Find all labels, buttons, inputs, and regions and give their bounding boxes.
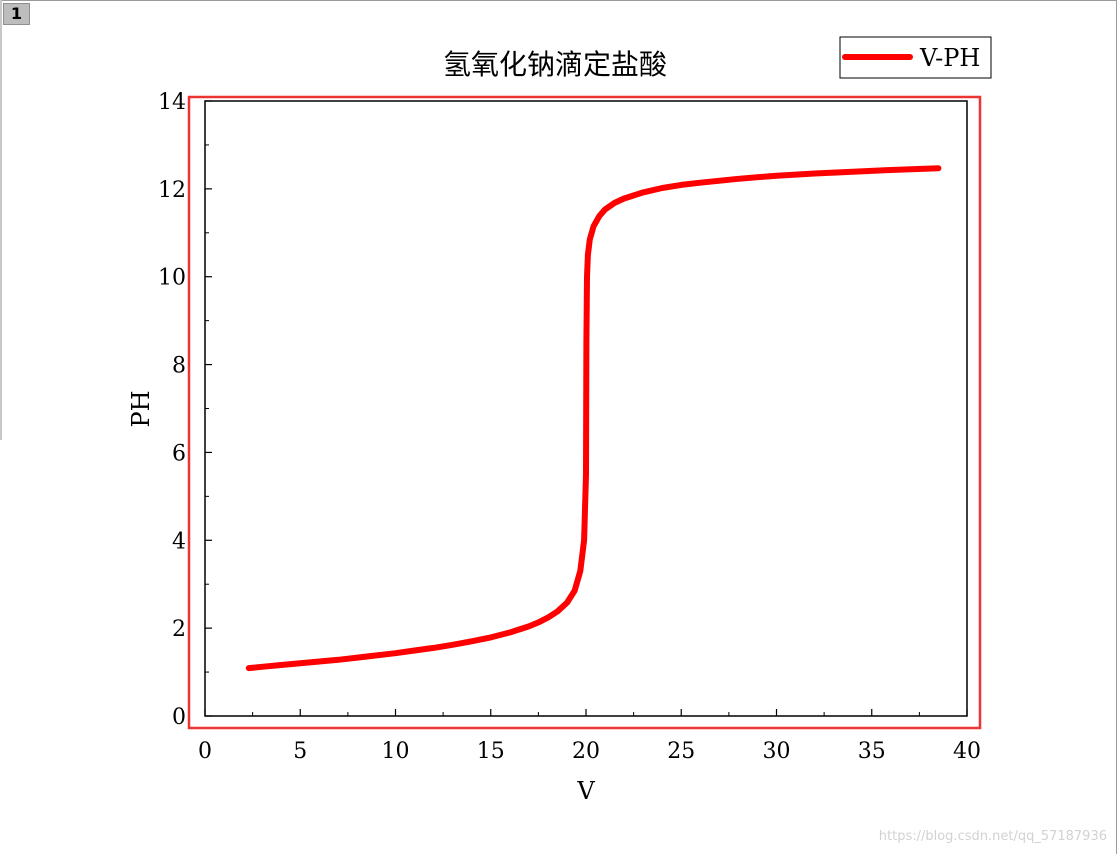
x-tick-label: 35 bbox=[858, 739, 886, 764]
window-left-border bbox=[0, 0, 2, 440]
x-tick-label: 10 bbox=[382, 739, 410, 764]
legend-label-v-ph: V-PH bbox=[919, 44, 980, 72]
watermark: https://blog.csdn.net/qq_57187936 bbox=[878, 829, 1107, 844]
y-tick-label: 2 bbox=[172, 617, 186, 642]
x-tick-label: 0 bbox=[198, 739, 212, 764]
legend: V-PH bbox=[839, 36, 992, 79]
plot-tab-badge[interactable]: 1 bbox=[3, 3, 30, 25]
window-top-border bbox=[0, 0, 1117, 1]
x-tick-label: 25 bbox=[667, 739, 695, 764]
selection-border[interactable] bbox=[187, 95, 982, 730]
y-axis-ticks: 0 2 4 6 8 10 12 14 bbox=[158, 90, 212, 730]
y-tick-label: 0 bbox=[172, 705, 186, 730]
x-tick-label: 20 bbox=[572, 739, 600, 764]
y-tick-label: 4 bbox=[172, 529, 186, 554]
x-axis-ticks: 0 5 10 15 20 25 30 35 40 bbox=[198, 709, 981, 764]
x-tick-label: 30 bbox=[763, 739, 791, 764]
y-tick-label: 8 bbox=[172, 354, 186, 379]
series-layer bbox=[245, 165, 942, 672]
x-tick-label: 15 bbox=[477, 739, 505, 764]
y-tick-label: 6 bbox=[172, 441, 186, 466]
series-line-v-ph bbox=[245, 165, 942, 672]
y-axis-label: PH bbox=[127, 390, 155, 427]
y-tick-label: 14 bbox=[158, 90, 186, 115]
x-tick-label: 5 bbox=[293, 739, 307, 764]
y-tick-label: 12 bbox=[158, 178, 186, 203]
x-tick-label: 40 bbox=[953, 739, 981, 764]
y-tick-label: 10 bbox=[158, 266, 186, 291]
chart-title: 氢氧化钠滴定盐酸 bbox=[443, 48, 667, 81]
x-axis-label: V bbox=[576, 777, 595, 805]
